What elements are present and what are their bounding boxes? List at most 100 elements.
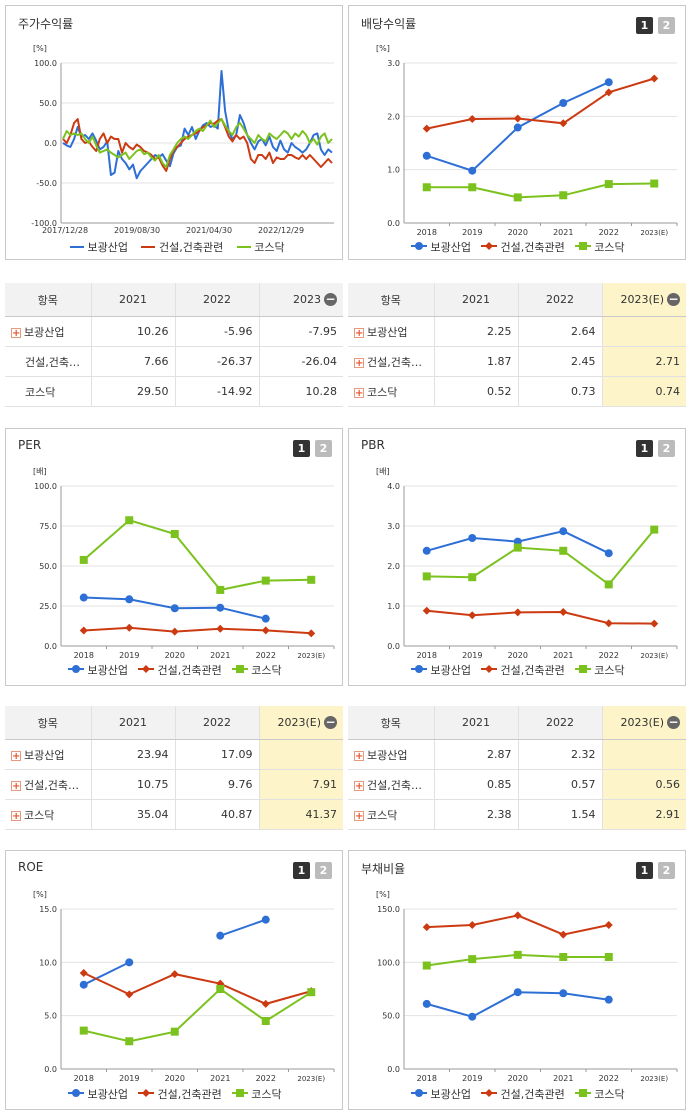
x-tick-label: 2020 xyxy=(508,1074,528,1083)
y-tick-label: -100.0 xyxy=(31,219,57,228)
page-1-button[interactable]: 1 xyxy=(636,440,653,457)
y-tick-label: -50.0 xyxy=(36,179,57,188)
data-point-construction xyxy=(604,619,613,628)
expand-icon[interactable]: + xyxy=(11,810,21,822)
page-2-button[interactable]: 2 xyxy=(658,17,675,34)
legend-label: 건설,건축관련 xyxy=(158,241,224,254)
column-header-label: 2021 xyxy=(462,716,490,729)
legend-marker xyxy=(415,1089,423,1097)
x-tick-label: 2019 xyxy=(462,228,482,237)
column-header-label: 2023(E) xyxy=(620,715,664,729)
legend-label: 코스닥 xyxy=(247,1088,282,1101)
legend-label: 건설,건축관련 xyxy=(496,241,565,254)
data-point-kosdaq xyxy=(422,961,431,970)
expand-icon[interactable]: + xyxy=(354,357,364,369)
row-label[interactable]: + 보광산업 xyxy=(348,739,434,770)
unit-label: [배] xyxy=(376,467,390,476)
legend-label: 코스닥 xyxy=(590,1088,625,1101)
row-label[interactable]: + 보광산업 xyxy=(5,739,91,770)
table-cell: 2.71 xyxy=(601,346,686,377)
row-label[interactable]: + 보광산업 xyxy=(5,316,91,347)
page-1-button[interactable]: 1 xyxy=(636,862,653,879)
page-2-button[interactable]: 2 xyxy=(658,440,675,457)
data-point-kosdaq xyxy=(604,180,613,189)
x-tick-label: 2020 xyxy=(508,651,528,660)
row-label[interactable]: + 건설,건축… xyxy=(348,346,434,377)
expand-icon[interactable]: + xyxy=(354,750,364,762)
data-point-kosdaq xyxy=(125,516,134,525)
collapse-icon[interactable]: − xyxy=(667,292,680,307)
data-point-construction xyxy=(468,115,477,123)
column-header: 2023(E) − xyxy=(601,283,686,317)
expand-icon[interactable]: + xyxy=(354,810,364,822)
table-cell: 10.75 xyxy=(90,769,175,800)
legend-marker xyxy=(415,665,423,673)
x-tick-label: 2020 xyxy=(165,1074,185,1083)
page-2-button[interactable]: 2 xyxy=(315,440,332,457)
page-2-button[interactable]: 2 xyxy=(315,862,332,879)
expand-icon[interactable]: + xyxy=(11,327,21,339)
expand-icon[interactable]: + xyxy=(354,387,364,399)
y-tick-label: 10.0 xyxy=(39,958,57,967)
page-1-button[interactable]: 1 xyxy=(293,440,310,457)
data-point-construction xyxy=(468,921,477,929)
data-point-boKwang xyxy=(261,614,270,623)
page-2-button[interactable]: 2 xyxy=(658,862,675,879)
expand-icon[interactable]: + xyxy=(354,780,364,792)
stock-return-table: 항목 2021 2022 2023− + 보광산업 10.26 -5.96 -7.95 건설,건축… xyxy=(5,283,343,407)
table-cell: 29.50 xyxy=(90,376,175,407)
row-label[interactable]: + 건설,건축… xyxy=(348,769,434,800)
legend-marker xyxy=(235,1089,244,1097)
y-tick-label: 50.0 xyxy=(382,1012,400,1021)
column-header: 2021 xyxy=(90,706,175,740)
collapse-icon[interactable]: − xyxy=(324,292,337,307)
row-name: 코스닥 xyxy=(367,808,398,822)
data-point-boKwang xyxy=(79,980,88,989)
table-cell: 23.94 xyxy=(90,739,175,770)
legend-item: 코스닥 xyxy=(231,1086,282,1102)
column-header-label: 2022 xyxy=(546,293,574,306)
data-point-construction xyxy=(650,74,659,83)
row-label[interactable]: + 코스닥 xyxy=(348,376,434,407)
row-name: 건설,건축… xyxy=(367,355,422,369)
data-point-construction xyxy=(513,114,522,123)
table-cell: 2.38 xyxy=(433,799,518,830)
legend-swatch xyxy=(411,665,427,673)
row-label[interactable]: + 코스닥 xyxy=(5,799,91,830)
data-point-kosdaq xyxy=(216,585,225,594)
table-cell: -26.04 xyxy=(258,346,343,377)
collapse-icon[interactable]: − xyxy=(324,715,337,730)
x-tick-label: 2018 xyxy=(417,228,437,237)
row-label[interactable]: + 코스닥 xyxy=(348,799,434,830)
page-1-button[interactable]: 1 xyxy=(636,17,653,34)
x-tick-label: 2022 xyxy=(256,651,276,660)
row-label[interactable]: + 건설,건축… xyxy=(5,769,91,800)
legend-swatch xyxy=(137,665,154,673)
y-tick-label: 5.0 xyxy=(44,1012,57,1021)
page-1-button[interactable]: 1 xyxy=(293,862,310,879)
data-point-construction xyxy=(513,608,522,617)
table-row: + 보광산업 2.25 2.64 xyxy=(348,316,686,347)
expand-icon[interactable]: + xyxy=(11,750,21,762)
legend-item: 코스닥 xyxy=(231,662,282,678)
y-tick-label: 4.0 xyxy=(387,482,400,491)
expand-icon[interactable]: + xyxy=(354,327,364,339)
y-tick-label: 1.0 xyxy=(387,602,400,611)
y-tick-label: 100.0 xyxy=(377,958,400,967)
table-header-row: 항목 2021 2022 2023(E) − xyxy=(5,706,343,740)
data-point-construction xyxy=(170,970,179,979)
row-label[interactable]: + 보광산업 xyxy=(348,316,434,347)
panel-title: 주가수익률 xyxy=(18,17,74,31)
data-point-kosdaq xyxy=(559,191,568,200)
data-point-construction xyxy=(559,608,568,616)
table-cell: -5.96 xyxy=(174,316,259,347)
series-line-construction xyxy=(83,626,312,635)
expand-icon[interactable]: + xyxy=(11,780,21,792)
collapse-icon[interactable]: − xyxy=(667,715,680,730)
series-line-kosdaq xyxy=(62,118,333,168)
table-row: + 코스닥 2.38 1.54 2.91 xyxy=(348,799,686,830)
table-row: 코스닥 29.50 -14.92 10.28 xyxy=(5,376,343,407)
legend-marker xyxy=(484,242,493,250)
x-tick-label: 2023(E) xyxy=(640,652,668,660)
